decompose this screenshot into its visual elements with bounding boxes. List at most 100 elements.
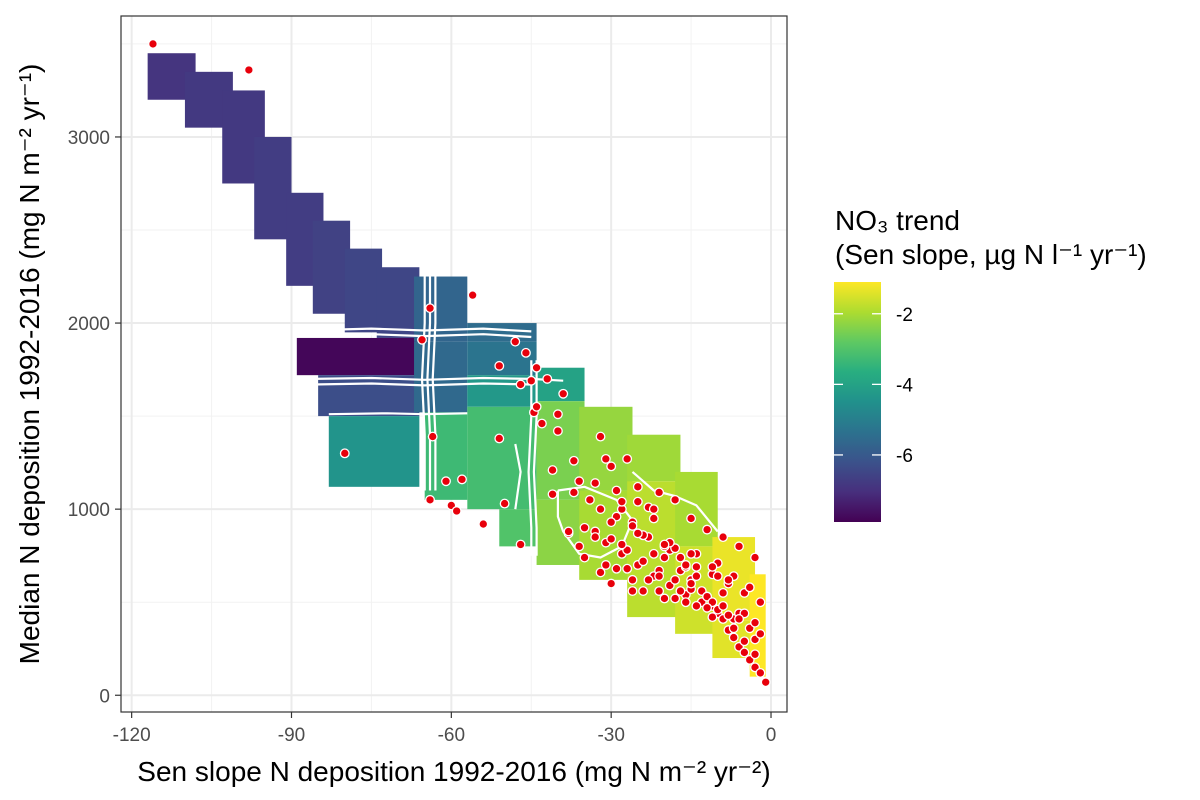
data-point — [425, 494, 435, 505]
heatmap-cell — [467, 406, 537, 510]
data-point — [584, 494, 595, 505]
data-point — [243, 65, 254, 75]
data-point — [755, 667, 766, 678]
contour-line — [420, 248, 426, 491]
data-point — [579, 522, 590, 533]
data-point — [590, 478, 601, 489]
data-point — [750, 649, 760, 660]
x-axis: -120 -90 -60 -30 0 — [113, 712, 777, 746]
data-point — [622, 563, 633, 574]
y-tick-label: 3000 — [68, 128, 110, 149]
legend-ticks: -2 -4 -6 — [834, 305, 913, 467]
data-point — [606, 533, 617, 544]
data-point — [638, 556, 649, 567]
data-point — [659, 593, 670, 604]
data-point — [718, 532, 729, 543]
data-point — [632, 496, 643, 507]
data-point — [648, 504, 659, 515]
data-point — [611, 563, 622, 574]
data-point — [520, 347, 531, 358]
data-point — [734, 614, 744, 624]
data-point — [510, 336, 521, 347]
data-point — [457, 474, 467, 485]
x-tick-label: -30 — [597, 725, 624, 746]
data-point — [568, 487, 579, 498]
data-point — [606, 461, 617, 472]
data-point — [718, 600, 729, 611]
data-point — [606, 517, 617, 528]
data-point — [611, 485, 622, 496]
data-point — [670, 574, 681, 585]
data-point — [427, 431, 438, 442]
data-point — [632, 481, 643, 492]
y-tick-label: 2000 — [68, 314, 110, 335]
y-axis: 0 1000 2000 3000 — [68, 128, 121, 707]
data-point — [441, 476, 451, 487]
data-point — [606, 578, 617, 589]
data-point — [531, 401, 542, 412]
data-point — [718, 587, 729, 598]
data-point — [702, 524, 713, 535]
heatmap-cell — [467, 341, 537, 376]
data-point — [478, 519, 489, 529]
data-point — [654, 586, 665, 596]
heatmap-cell — [536, 499, 585, 565]
contour-line — [532, 360, 538, 556]
heatmap-cell — [312, 220, 351, 314]
heatmap-cell — [414, 276, 468, 342]
contour-line — [328, 412, 468, 416]
heatmap-cell — [675, 471, 718, 547]
data-point — [712, 571, 723, 582]
data-point — [691, 561, 702, 572]
data-point — [654, 571, 665, 582]
data-point — [760, 677, 771, 688]
heatmap-cell — [467, 323, 537, 342]
data-points — [148, 38, 771, 688]
x-tick-label: 0 — [766, 725, 777, 746]
x-axis-title: Sen slope N deposition 1992-2016 (mg N m… — [137, 756, 770, 787]
data-point — [595, 504, 606, 515]
data-point — [515, 379, 526, 390]
x-tick-label: -120 — [113, 725, 151, 746]
data-point — [547, 489, 558, 500]
data-point — [600, 560, 611, 570]
heatmap-cell — [318, 375, 420, 417]
data-point — [739, 647, 750, 658]
plot-panel-border — [120, 15, 788, 713]
data-point — [632, 528, 643, 539]
data-point — [707, 612, 718, 623]
data-point — [425, 303, 435, 314]
legend-tick-label: -4 — [896, 375, 913, 396]
data-point — [627, 586, 638, 596]
data-point — [648, 513, 659, 524]
data-point — [590, 532, 601, 543]
data-point — [750, 617, 760, 628]
data-point — [595, 567, 606, 578]
data-point — [648, 548, 659, 559]
data-point — [675, 586, 686, 596]
data-point — [728, 623, 739, 634]
data-point — [148, 38, 158, 49]
legend-tick-label: -2 — [896, 305, 913, 326]
data-point — [451, 506, 462, 516]
data-point — [723, 610, 734, 621]
data-point — [638, 586, 649, 596]
data-point — [755, 597, 766, 608]
y-tick-label: 1000 — [68, 500, 110, 521]
data-point — [670, 494, 681, 505]
heatmap-cell — [467, 375, 537, 407]
data-point — [574, 476, 585, 487]
data-point — [547, 465, 558, 476]
x-tick-label: -90 — [278, 725, 305, 746]
data-point — [526, 375, 537, 386]
data-point — [627, 574, 638, 585]
data-point — [558, 388, 569, 399]
contour-line — [312, 382, 532, 387]
data-point — [739, 636, 750, 647]
legend-tick-label: -6 — [896, 446, 913, 467]
x-tick-label: -60 — [438, 725, 465, 746]
data-point — [680, 597, 691, 608]
contour-line — [514, 443, 522, 510]
data-point — [643, 574, 654, 585]
contour-line — [556, 485, 634, 559]
